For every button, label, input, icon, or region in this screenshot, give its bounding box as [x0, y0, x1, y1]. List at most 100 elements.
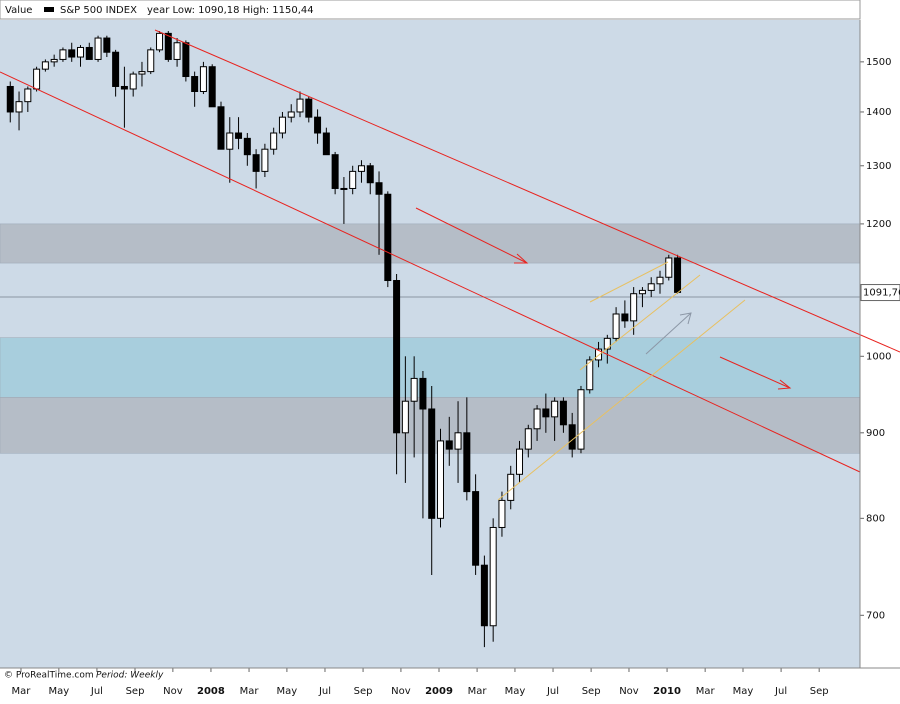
- candle-body: [41, 61, 49, 70]
- candle-body: [577, 389, 585, 450]
- x-tick-label: Mar: [696, 686, 716, 697]
- candle-body: [129, 73, 137, 90]
- arrow: [719, 356, 792, 390]
- candle-body: [287, 111, 295, 118]
- candle-body: [182, 42, 190, 78]
- source: © ProRealTime.com: [4, 671, 94, 681]
- x-tick-label: Mar: [12, 686, 32, 697]
- y-tick-label: 1000: [866, 351, 891, 362]
- y-tick-label: 1400: [866, 107, 891, 118]
- candle-body: [217, 106, 225, 150]
- candle-body: [419, 377, 427, 410]
- channel-line: [497, 299, 746, 501]
- y-tick-label: 700: [866, 610, 885, 621]
- candle-body: [173, 42, 181, 60]
- candle-body: [498, 499, 506, 528]
- candle-body: [261, 148, 269, 172]
- candle-body: [428, 408, 436, 519]
- range-text: year Low: 1090,18 High: 1150,44: [147, 5, 314, 16]
- candle-body: [6, 85, 14, 113]
- trend-line: [154, 29, 900, 353]
- candle-body: [156, 32, 164, 51]
- x-tick-label: May: [505, 686, 526, 697]
- x-tick-label: Nov: [391, 686, 411, 697]
- candle-body: [270, 132, 278, 150]
- candle-body: [314, 116, 322, 134]
- candle-body: [68, 49, 76, 58]
- legend-label: S&P 500 INDEX: [60, 5, 137, 16]
- candle-body: [366, 165, 374, 184]
- candle-body: [568, 424, 576, 450]
- candle-body: [59, 49, 67, 60]
- period: Period: Weekly: [96, 671, 164, 681]
- candle-body: [199, 66, 207, 93]
- candle-body: [252, 154, 260, 172]
- x-tick-label: Sep: [582, 686, 601, 697]
- candle-body: [278, 116, 286, 134]
- candle-body: [612, 313, 620, 339]
- candle-body: [401, 400, 409, 434]
- x-tick-label: May: [277, 686, 298, 697]
- x-tick-label: Mar: [240, 686, 260, 697]
- candle-body: [551, 400, 559, 418]
- candle-body: [147, 49, 155, 73]
- last-price-box: [860, 284, 900, 302]
- x-tick-label: Nov: [619, 686, 639, 697]
- candle-body: [243, 137, 251, 156]
- candle-body: [665, 257, 673, 278]
- candle-body: [349, 170, 357, 189]
- candle-body: [445, 440, 453, 450]
- legend-swatch: [44, 7, 54, 12]
- trend-line: [0, 71, 861, 473]
- candle-body: [463, 432, 471, 493]
- candle-body: [603, 337, 611, 350]
- x-tick-label: 2010: [653, 686, 681, 697]
- x-tick-label: Nov: [163, 686, 183, 697]
- channel-line: [579, 274, 701, 371]
- channel-line: [589, 261, 669, 303]
- candle-body: [559, 400, 567, 426]
- candle-body: [375, 182, 383, 195]
- candle-body: [621, 313, 629, 322]
- zone: [0, 337, 861, 398]
- candle-body: [322, 132, 330, 156]
- candle-body: [296, 98, 304, 113]
- zone: [0, 223, 861, 264]
- candle-body: [33, 68, 41, 90]
- x-tick-label: Sep: [810, 686, 829, 697]
- x-tick-label: May: [48, 686, 69, 697]
- candle-body: [85, 46, 93, 60]
- x-tick-label: Jul: [546, 686, 559, 697]
- candle-body: [524, 428, 532, 450]
- candle-body: [393, 280, 401, 434]
- x-tick-label: May: [733, 686, 754, 697]
- candle-body: [410, 377, 418, 402]
- candle-body: [357, 165, 365, 172]
- candle-body: [436, 440, 444, 519]
- candle-body: [656, 276, 664, 285]
- candle-body: [630, 293, 638, 322]
- candle-body: [516, 448, 524, 475]
- x-tick-label: Mar: [468, 686, 488, 697]
- candle-body: [103, 37, 111, 53]
- candle-body: [586, 359, 594, 391]
- candle-body: [226, 132, 234, 150]
- header-label: Value: [5, 5, 32, 16]
- x-tick-label: Sep: [126, 686, 145, 697]
- candle-body: [24, 88, 32, 103]
- candle-body: [542, 408, 550, 418]
- candle-body: [235, 132, 243, 139]
- header-bar: [0, 0, 861, 20]
- x-tick-label: 2009: [425, 686, 453, 697]
- candle-body: [191, 76, 199, 93]
- candle-body: [77, 46, 85, 58]
- candle-body: [50, 58, 58, 63]
- candle-body: [454, 432, 462, 450]
- y-tick-label: 900: [866, 428, 885, 439]
- y-tick-label: 1200: [866, 219, 891, 230]
- candle-body: [331, 154, 339, 189]
- y-tick-label: 1300: [866, 161, 891, 172]
- candle-body: [94, 37, 102, 60]
- x-tick-label: Sep: [354, 686, 373, 697]
